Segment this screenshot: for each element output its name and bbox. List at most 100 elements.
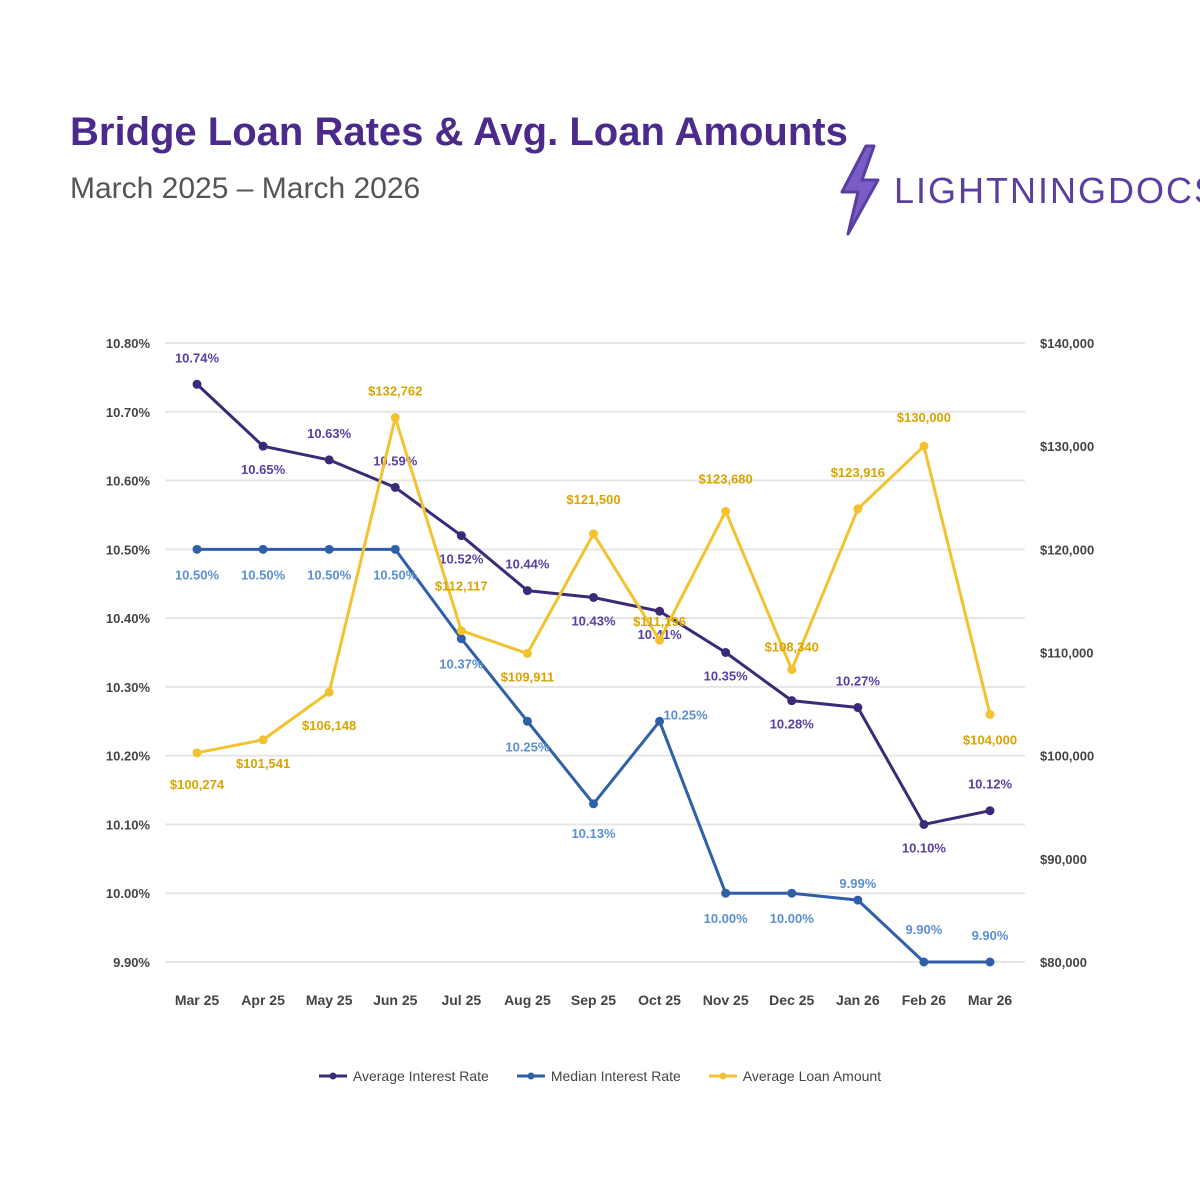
data-point-avg-rate xyxy=(589,592,598,602)
data-label-avg-amount: $112,117 xyxy=(435,579,488,594)
legend-item-avg-rate: Average Interest Rate xyxy=(318,1068,489,1084)
x-tick-label: May 25 xyxy=(306,992,353,1008)
x-tick-label: Nov 25 xyxy=(703,992,749,1008)
data-point-avg-rate xyxy=(919,819,929,829)
data-label-median-rate: 10.50% xyxy=(373,567,418,582)
y-left-tick-label: 10.10% xyxy=(106,817,151,832)
data-point-avg-amount xyxy=(192,748,202,758)
y-right-tick-label: $90,000 xyxy=(1040,852,1087,867)
data-point-avg-rate xyxy=(655,606,665,616)
y-left-tick-label: 10.40% xyxy=(106,611,151,626)
data-label-avg-amount: $106,148 xyxy=(302,718,356,733)
data-label-avg-rate: 10.10% xyxy=(902,840,947,855)
data-point-median-rate xyxy=(721,888,731,898)
lightning-bolt-icon xyxy=(840,144,880,236)
x-tick-label: Oct 25 xyxy=(638,992,681,1008)
logo-text: LIGHTNINGDOCS xyxy=(894,170,1200,211)
legend-label-avg-rate: Average Interest Rate xyxy=(352,1068,489,1084)
series-line-avg-rate xyxy=(195,383,991,826)
data-label-median-rate: 10.00% xyxy=(704,911,749,926)
data-label-avg-amount: $121,500 xyxy=(566,492,620,507)
x-tick-label: Dec 25 xyxy=(769,992,814,1008)
data-label-avg-rate: 10.74% xyxy=(175,350,220,365)
x-tick-label: Feb 26 xyxy=(902,992,947,1008)
x-tick-label: Mar 26 xyxy=(968,992,1013,1008)
data-point-avg-amount xyxy=(853,504,863,514)
data-label-avg-rate: 10.63% xyxy=(307,426,352,441)
y-right-tick-label: $140,000 xyxy=(1040,336,1094,351)
data-label-median-rate: 9.90% xyxy=(905,922,942,937)
data-label-avg-rate: 10.52% xyxy=(439,552,484,567)
data-label-avg-amount: $100,274 xyxy=(170,777,225,792)
y-left-tick-label: 10.00% xyxy=(106,886,151,901)
x-tick-label: Jan 26 xyxy=(836,992,880,1008)
x-tick-label: Sep 25 xyxy=(571,992,616,1008)
data-point-avg-amount xyxy=(721,506,731,516)
legend-item-median-rate: Median Interest Rate xyxy=(516,1068,681,1084)
y-left-tick-label: 10.20% xyxy=(106,749,151,764)
data-point-avg-amount xyxy=(456,626,466,636)
y-left-tick-label: 10.60% xyxy=(106,474,151,489)
data-point-median-rate xyxy=(522,716,532,726)
data-point-avg-rate xyxy=(985,806,995,816)
data-point-avg-amount xyxy=(522,648,532,658)
data-point-avg-rate xyxy=(522,586,532,596)
chart-title: Bridge Loan Rates & Avg. Loan Amounts xyxy=(70,110,848,154)
x-tick-label: Apr 25 xyxy=(241,992,285,1008)
x-tick-label: Mar 25 xyxy=(175,992,220,1008)
data-point-avg-amount xyxy=(787,665,797,675)
data-label-avg-amount: $108,340 xyxy=(765,640,819,655)
data-point-avg-rate xyxy=(456,531,466,541)
data-label-avg-amount: $123,916 xyxy=(831,465,885,480)
data-point-median-rate xyxy=(258,544,268,554)
data-point-avg-amount xyxy=(919,441,929,451)
data-label-median-rate: 10.13% xyxy=(571,826,616,841)
data-label-avg-rate: 10.43% xyxy=(571,613,616,628)
data-label-avg-rate: 10.28% xyxy=(770,717,815,732)
data-point-median-rate xyxy=(192,544,202,554)
y-right-tick-label: $130,000 xyxy=(1040,439,1094,454)
data-point-median-rate xyxy=(919,957,929,967)
data-label-avg-rate: 10.41% xyxy=(638,627,683,642)
legend-swatch-median-rate xyxy=(516,1072,545,1080)
data-point-median-rate xyxy=(853,895,863,905)
data-label-avg-amount: $123,680 xyxy=(699,471,753,486)
data-label-median-rate: 10.00% xyxy=(770,911,815,926)
data-point-median-rate xyxy=(787,888,797,898)
y-right-tick-label: $100,000 xyxy=(1040,749,1094,764)
data-point-avg-amount xyxy=(985,709,995,719)
data-point-avg-rate xyxy=(853,703,863,713)
data-label-median-rate: 9.90% xyxy=(972,928,1009,943)
data-label-avg-rate: 10.12% xyxy=(968,777,1013,792)
data-label-median-rate: 10.25% xyxy=(664,707,709,722)
y-left-tick-label: 9.90% xyxy=(113,955,150,970)
chart-subtitle: March 2025 – March 2026 xyxy=(70,172,421,205)
data-label-avg-amount: $111,196 xyxy=(633,614,686,629)
data-label-avg-rate: 10.65% xyxy=(241,462,286,477)
data-point-avg-amount xyxy=(258,735,268,745)
data-point-avg-rate xyxy=(390,482,400,492)
y-left-tick-label: 10.80% xyxy=(106,336,151,351)
data-point-median-rate xyxy=(390,544,400,554)
data-point-median-rate xyxy=(655,716,665,726)
data-label-median-rate: 10.50% xyxy=(175,567,220,582)
data-point-median-rate xyxy=(985,957,995,967)
data-label-median-rate: 10.37% xyxy=(439,657,484,672)
legend-swatch-avg-rate xyxy=(318,1072,347,1080)
data-label-avg-amount: $104,000 xyxy=(963,732,1017,747)
brand-logo: LIGHTNINGDOCS xyxy=(830,140,1200,250)
y-right-tick-label: $120,000 xyxy=(1040,542,1094,557)
data-label-avg-amount: $109,911 xyxy=(501,669,555,684)
y-right-tick-label: $110,000 xyxy=(1040,646,1094,661)
data-label-avg-amount: $101,541 xyxy=(236,756,290,771)
y-left-tick-label: 10.30% xyxy=(106,680,151,695)
data-point-avg-rate xyxy=(721,648,731,657)
data-point-avg-amount xyxy=(390,413,400,423)
legend-label-avg-amount: Average Loan Amount xyxy=(742,1068,882,1084)
data-point-avg-amount xyxy=(589,529,598,539)
data-label-avg-amount: $132,762 xyxy=(368,384,422,399)
legend-item-avg-amount: Average Loan Amount xyxy=(708,1068,882,1084)
data-label-avg-amount: $130,000 xyxy=(897,410,951,425)
data-point-avg-rate xyxy=(258,441,268,451)
